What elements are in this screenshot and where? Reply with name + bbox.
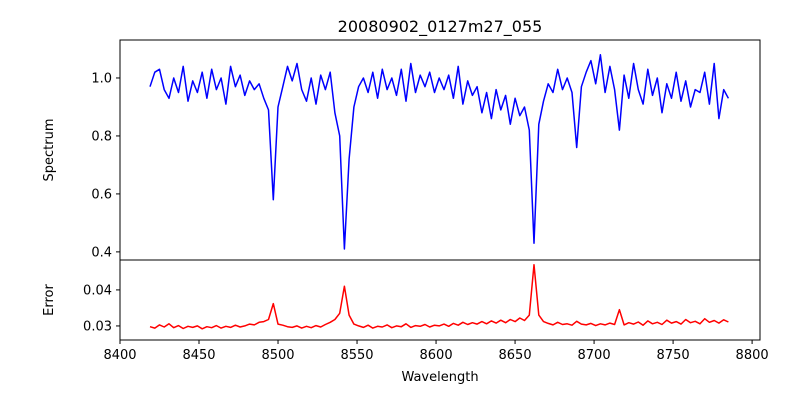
x-tick-label: 8650 — [499, 348, 532, 363]
x-tick-label: 8500 — [261, 348, 294, 363]
spectrum-y-tick-label: 0.8 — [91, 129, 112, 144]
chart-title: 20080902_0127m27_055 — [338, 17, 543, 37]
spectrum-y-axis-label: Spectrum — [42, 119, 57, 182]
error-y-tick-label: 0.04 — [83, 283, 112, 298]
x-axis-label: Wavelength — [401, 370, 478, 385]
x-tick-label: 8450 — [182, 348, 215, 363]
x-tick-label: 8800 — [736, 348, 769, 363]
error-line — [149, 263, 729, 330]
x-tick-label: 8400 — [103, 348, 136, 363]
spectrum-y-tick-label: 0.6 — [91, 187, 112, 202]
x-tick-label: 8750 — [657, 348, 690, 363]
x-tick-label: 8550 — [340, 348, 373, 363]
error-y-tick-label: 0.03 — [83, 319, 112, 334]
spectrum-y-tick-label: 0.4 — [91, 245, 112, 260]
x-tick-label: 8700 — [578, 348, 611, 363]
x-tick-label: 8600 — [420, 348, 453, 363]
spectrum-line — [149, 54, 730, 250]
spectrum-axes-frame — [119, 39, 761, 261]
error-y-axis-label: Error — [42, 284, 57, 316]
spectrum-y-tick-label: 1.0 — [91, 71, 112, 86]
error-axes-frame — [119, 259, 761, 341]
